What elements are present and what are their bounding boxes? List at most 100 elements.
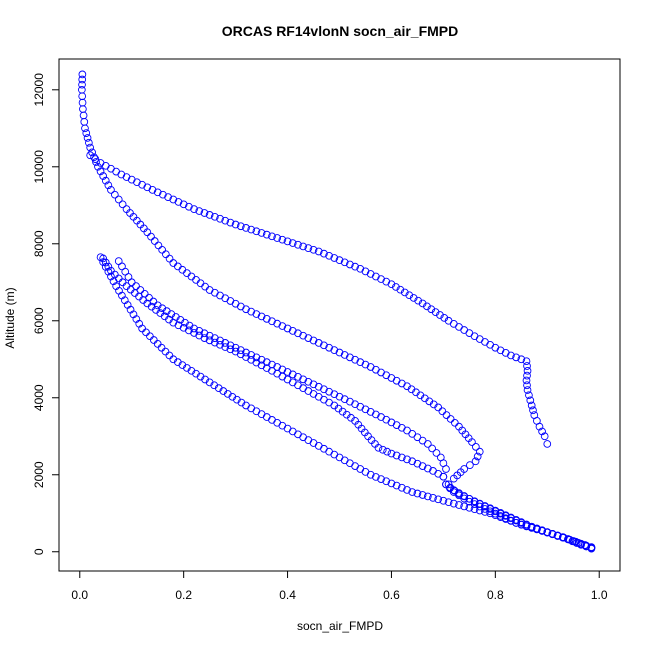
data-point: [523, 366, 532, 375]
data-point: [157, 343, 166, 352]
data-point: [465, 503, 474, 512]
data-point: [91, 155, 100, 163]
data-point: [283, 375, 292, 384]
data-point: [309, 245, 318, 254]
data-point: [523, 362, 531, 370]
data-point: [351, 355, 359, 364]
data-point: [94, 162, 102, 171]
data-point: [226, 218, 235, 227]
data-point: [104, 181, 113, 190]
data-point: [377, 368, 385, 377]
data-point: [481, 338, 489, 346]
data-point: [200, 329, 209, 338]
data-point: [145, 293, 153, 302]
data-point: [79, 111, 88, 120]
data-point: [231, 220, 240, 229]
data-point: [392, 376, 401, 385]
data-point: [231, 299, 240, 308]
data-point: [470, 332, 479, 341]
data-point: [320, 249, 328, 258]
data-point: [268, 416, 276, 424]
data-point: [372, 473, 380, 481]
data-point: [257, 355, 266, 364]
data-point: [236, 346, 245, 354]
data-point: [268, 360, 276, 369]
x-tick-label: 0.4: [279, 588, 296, 602]
y-tick-label: 0: [32, 548, 46, 555]
data-point: [162, 250, 170, 259]
data-point: [200, 334, 209, 342]
data-point: [252, 353, 261, 362]
data-point: [491, 511, 500, 520]
data-point: [351, 262, 359, 271]
data-point: [201, 282, 209, 291]
data-point: [340, 258, 349, 267]
data-point: [210, 288, 219, 297]
data-point: [387, 479, 396, 488]
data-point: [517, 355, 526, 364]
data-point: [165, 351, 174, 360]
data-point: [299, 433, 307, 442]
data-point: [294, 329, 302, 338]
data-point: [387, 280, 396, 289]
data-point: [529, 406, 537, 415]
data-point: [299, 384, 307, 392]
data-point: [523, 371, 531, 380]
data-point: [86, 143, 95, 152]
data-point: [522, 376, 531, 385]
data-point: [83, 134, 92, 142]
data-point: [283, 368, 292, 376]
data-point: [294, 240, 302, 249]
data-point: [460, 502, 469, 511]
data-point: [450, 418, 459, 427]
data-point: [330, 390, 339, 399]
data-point: [101, 258, 110, 267]
data-point: [247, 351, 256, 359]
data-point: [512, 353, 520, 362]
data-point: [150, 237, 159, 245]
data-point: [481, 508, 489, 516]
data-point: [278, 421, 287, 430]
data-point: [522, 520, 531, 529]
data-point: [257, 312, 266, 321]
data-point: [325, 387, 333, 396]
data-point: [397, 453, 406, 462]
data-point: [309, 439, 318, 447]
data-point: [288, 427, 297, 436]
data-point: [439, 496, 448, 505]
data-point: [403, 455, 411, 464]
data-point: [142, 328, 150, 337]
data-point: [314, 247, 323, 256]
data-point: [104, 262, 113, 271]
data-point: [153, 340, 162, 348]
data-point: [387, 418, 396, 427]
data-point: [242, 348, 250, 357]
data-point: [377, 475, 385, 483]
data-point: [107, 186, 115, 194]
y-tick-label: 10000: [32, 150, 46, 184]
data-point: [351, 462, 359, 470]
data-point: [496, 509, 505, 517]
data-point: [299, 375, 307, 384]
data-point: [325, 343, 333, 352]
data-point: [582, 542, 591, 551]
data-point: [434, 495, 443, 504]
data-point: [107, 272, 115, 281]
data-point: [543, 440, 552, 448]
data-point: [226, 341, 235, 350]
data-point: [216, 214, 224, 223]
data-point: [183, 269, 191, 277]
data-point: [543, 528, 552, 537]
data-point: [294, 430, 302, 439]
data-point: [309, 336, 318, 345]
data-point: [112, 167, 120, 176]
data-point: [538, 427, 546, 436]
data-point: [314, 339, 323, 347]
x-tick-label: 1.0: [591, 588, 608, 602]
data-point: [216, 291, 224, 300]
data-point: [418, 462, 427, 470]
data-point: [247, 225, 256, 234]
data-point: [221, 216, 230, 225]
data-point: [325, 447, 333, 456]
data-point: [533, 525, 541, 534]
